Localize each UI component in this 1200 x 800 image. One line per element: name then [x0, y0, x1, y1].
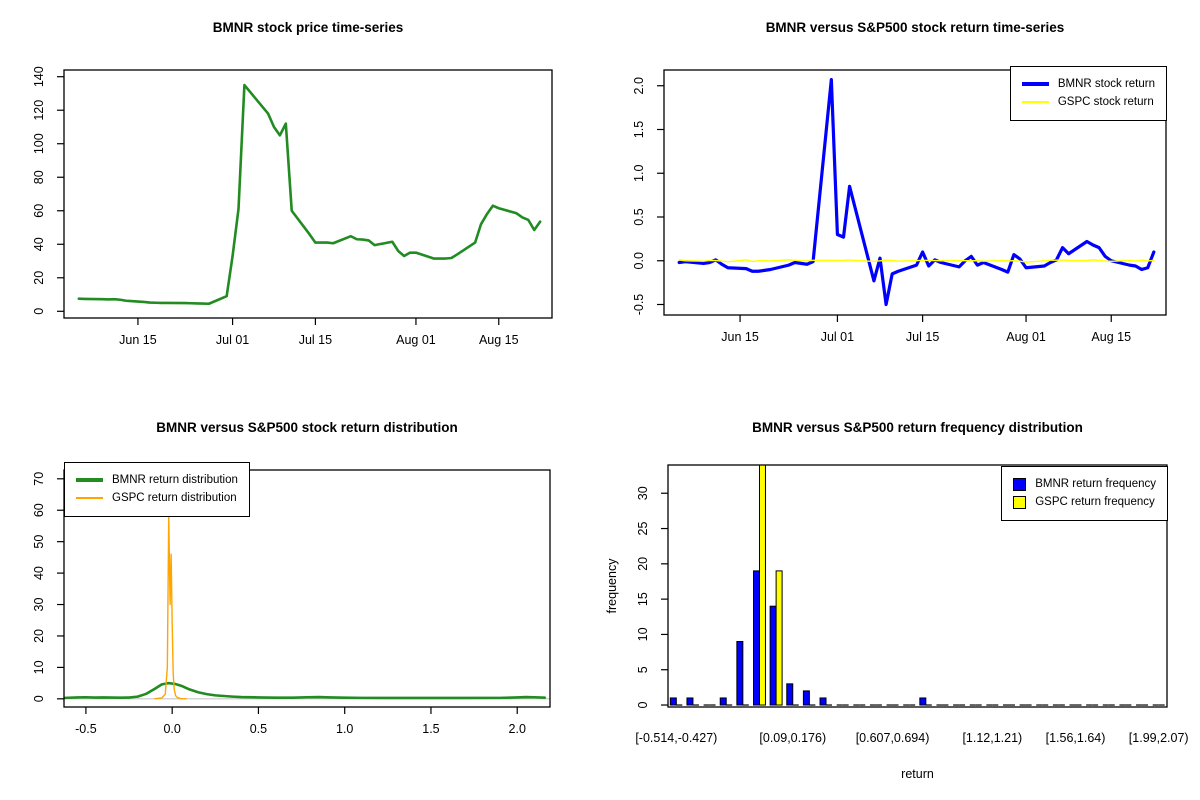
svg-text:40: 40 [32, 237, 46, 251]
svg-text:0.5: 0.5 [632, 208, 646, 225]
svg-text:80: 80 [32, 170, 46, 184]
legend-item-gspc-distribution: GSPC return distribution [76, 491, 238, 506]
bmnr-return-line-swatch [1021, 82, 1049, 87]
svg-text:Jun 15: Jun 15 [721, 330, 759, 344]
svg-text:1.0: 1.0 [336, 722, 353, 736]
svg-text:10: 10 [636, 627, 650, 641]
price-timeseries-title: BMNR stock price time-series [212, 20, 404, 35]
bmnr-frequency-box-swatch [1013, 477, 1027, 491]
return-distribution-plot: 0 10 20 30 40 50 60 70 -0.5 0.0 0.5 1.0 1.5 2.0 [32, 469, 551, 736]
svg-text:[1.56,1.64): [1.56,1.64) [1046, 731, 1106, 745]
return-timeseries-title: BMNR versus S&P500 stock return time-ser… [765, 20, 1065, 35]
legend-label-bmnr-return: BMNR stock return [1057, 78, 1155, 90]
return-distribution-legend: BMNR return distribution GSPC return dis… [64, 462, 250, 517]
svg-text:140: 140 [32, 66, 46, 87]
return-frequency-plot: 0 5 10 15 20 25 30 [-0.514,-0.427) [0.09,0.176) [… [605, 464, 1189, 781]
gspc-distribution-line-swatch [76, 497, 103, 500]
svg-text:[0.09,0.176): [0.09,0.176) [759, 731, 826, 745]
legend-item-gspc-return: GSPC stock return [1021, 95, 1155, 110]
svg-text:0: 0 [32, 308, 46, 315]
svg-text:1.5: 1.5 [632, 121, 646, 138]
legend-item-bmnr-distribution: BMNR return distribution [76, 473, 238, 488]
legend-label-bmnr-distribution: BMNR return distribution [112, 474, 238, 486]
svg-text:30: 30 [636, 486, 650, 500]
svg-text:return: return [901, 767, 934, 781]
svg-text:-0.5: -0.5 [75, 722, 97, 736]
svg-text:0.5: 0.5 [250, 722, 267, 736]
panel-return-timeseries: BMNR versus S&P500 stock return time-ser… [600, 0, 1200, 400]
svg-text:1.0: 1.0 [632, 165, 646, 182]
svg-text:20: 20 [32, 271, 46, 285]
svg-text:100: 100 [32, 133, 46, 154]
svg-text:Aug 15: Aug 15 [1091, 330, 1131, 344]
svg-text:15: 15 [636, 592, 650, 606]
legend-label-gspc-return: GSPC stock return [1057, 95, 1154, 108]
svg-text:-0.5: -0.5 [632, 294, 646, 316]
gspc-frequency-box-swatch [1013, 495, 1027, 509]
svg-text:Aug 01: Aug 01 [396, 333, 436, 347]
return-distribution-title: BMNR versus S&P500 stock return distribu… [156, 420, 458, 435]
price-timeseries-plot: 0 20 40 60 80 100 120 140 Jun 15 Jul 01 Jul 15 Aug … [32, 66, 553, 347]
svg-text:[1.12,1.21): [1.12,1.21) [962, 731, 1022, 745]
svg-text:50: 50 [32, 535, 46, 549]
svg-text:120: 120 [32, 100, 46, 121]
svg-text:5: 5 [636, 666, 650, 673]
return-frequency-title: BMNR versus S&P500 return frequency dist… [752, 420, 1083, 435]
svg-text:60: 60 [32, 503, 46, 517]
svg-text:0.0: 0.0 [632, 252, 646, 269]
svg-text:[0.607,0.694): [0.607,0.694) [856, 731, 930, 745]
svg-text:[1.99,2.07): [1.99,2.07) [1129, 731, 1189, 745]
gspc-return-line-swatch [1021, 101, 1049, 104]
svg-text:frequency: frequency [605, 558, 619, 614]
bmnr-distribution-line-swatch [76, 478, 103, 483]
svg-text:0: 0 [636, 701, 650, 708]
svg-text:Jul 01: Jul 01 [821, 330, 854, 344]
svg-text:Aug 01: Aug 01 [1006, 330, 1046, 344]
svg-text:60: 60 [32, 204, 46, 218]
svg-text:0: 0 [32, 695, 46, 702]
svg-text:2.0: 2.0 [632, 77, 646, 94]
legend-label-gspc-distribution: GSPC return distribution [112, 491, 237, 504]
return-frequency-legend: BMNR return frequency GSPC return freque… [1001, 466, 1168, 521]
svg-text:Jun 15: Jun 15 [119, 333, 157, 347]
svg-text:1.5: 1.5 [422, 722, 439, 736]
return-timeseries-legend: BMNR stock return GSPC stock return [1009, 66, 1167, 121]
return-timeseries-plot: -0.5 0.0 0.5 1.0 1.5 2.0 Jun 15 Jul 01 Jul 15 Aug… [632, 69, 1167, 344]
svg-text:0.0: 0.0 [163, 722, 180, 736]
svg-text:Jul 15: Jul 15 [299, 333, 332, 347]
panel-return-frequency: BMNR versus S&P500 return frequency dist… [600, 400, 1200, 800]
legend-item-bmnr-frequency: BMNR return frequency [1013, 477, 1156, 492]
svg-text:[-0.514,-0.427): [-0.514,-0.427) [635, 731, 717, 745]
legend-label-gspc-frequency: GSPC return frequency [1035, 495, 1155, 508]
svg-text:40: 40 [32, 566, 46, 580]
svg-text:30: 30 [32, 598, 46, 612]
svg-text:Aug 15: Aug 15 [479, 333, 519, 347]
svg-text:2.0: 2.0 [509, 722, 526, 736]
panel-price-timeseries: BMNR stock price time-series 0 20 40 60 80 10… [0, 0, 600, 400]
svg-text:10: 10 [32, 660, 46, 674]
svg-text:25: 25 [636, 522, 650, 536]
panel-return-distribution: BMNR versus S&P500 stock return distribu… [0, 400, 600, 800]
legend-label-bmnr-frequency: BMNR return frequency [1035, 478, 1156, 490]
svg-text:20: 20 [636, 557, 650, 571]
legend-item-bmnr-return: BMNR stock return [1021, 77, 1155, 92]
svg-text:Jul 15: Jul 15 [906, 330, 939, 344]
svg-text:Jul 01: Jul 01 [216, 333, 249, 347]
legend-item-gspc-frequency: GSPC return frequency [1013, 495, 1156, 510]
svg-text:70: 70 [32, 472, 46, 486]
svg-text:20: 20 [32, 629, 46, 643]
